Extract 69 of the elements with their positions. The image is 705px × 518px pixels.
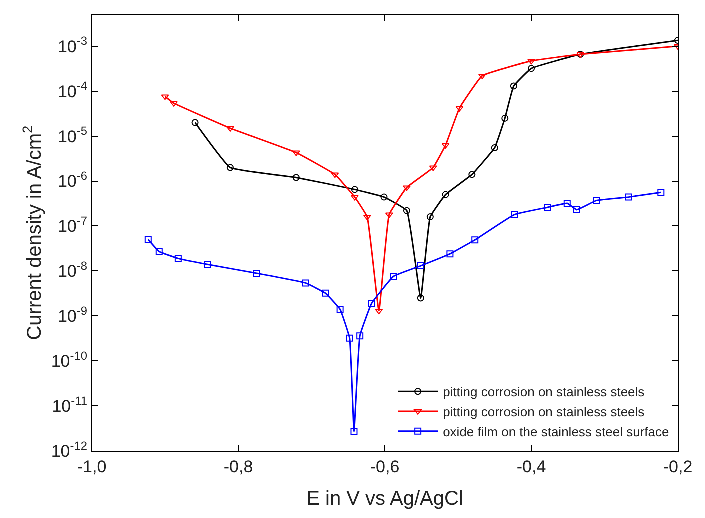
y-tick-label: 10$^{-11}$ [52, 394, 88, 416]
point [528, 59, 536, 65]
point [174, 255, 182, 262]
point [429, 166, 438, 172]
point [442, 191, 450, 198]
point [336, 306, 344, 314]
point [351, 195, 359, 201]
point [658, 189, 665, 196]
point [446, 250, 454, 258]
point [417, 294, 424, 302]
point [491, 144, 498, 152]
point [368, 300, 376, 308]
point [593, 197, 600, 204]
point [511, 211, 518, 218]
y-tick-label: 10$^{-9}$ [58, 304, 88, 326]
point [426, 214, 434, 221]
point [144, 236, 152, 244]
point [204, 261, 212, 268]
point [385, 212, 394, 218]
point [403, 186, 411, 192]
point [417, 262, 424, 270]
y-tick-label: 10$^{-8}$ [58, 259, 88, 282]
point [331, 172, 340, 178]
y-tick-label: 10$^{-6}$ [58, 169, 88, 192]
x-tick-label: -0,6 [370, 458, 400, 477]
point [510, 82, 518, 90]
y-tick-label: 10$^{-5}$ [58, 124, 88, 146]
point [156, 248, 163, 256]
x-axis-title: E in V vs Ag/AgCl [306, 488, 464, 510]
point [226, 164, 234, 172]
point [350, 428, 358, 436]
y-tick-label: 10$^{-4}$ [58, 79, 88, 102]
point [564, 200, 571, 208]
point [192, 119, 199, 126]
point [375, 309, 384, 315]
x-tick-label: -0,2 [663, 458, 693, 477]
legend-label: oxide film on the stainless steel surface [443, 424, 670, 440]
y-tick-label: 10$^{-7}$ [58, 214, 88, 236]
point [442, 143, 450, 149]
y-tick-label: 10$^{-3}$ [58, 34, 88, 56]
point [380, 194, 388, 201]
legend-label: pitting corrosion on stainless steels [443, 404, 646, 420]
point [478, 74, 486, 80]
point [170, 101, 178, 107]
point [292, 150, 300, 156]
point [502, 114, 509, 122]
point [456, 106, 464, 112]
point [302, 280, 310, 287]
point [544, 204, 552, 212]
y-tick-label: 10$^{-10}$ [51, 348, 88, 372]
point [528, 65, 535, 72]
point [468, 171, 476, 178]
point [292, 174, 300, 182]
point [351, 186, 358, 194]
point [573, 206, 580, 214]
point [363, 215, 372, 221]
legend-label: pitting corrosion on stainless steels [443, 384, 646, 400]
point [625, 194, 632, 201]
x-tick-label: -0,4 [516, 458, 546, 477]
x-tick-label: -0,8 [224, 458, 254, 477]
point [390, 273, 398, 280]
point [161, 94, 170, 100]
point [346, 334, 354, 342]
point [253, 270, 260, 277]
point [226, 126, 234, 132]
point [472, 236, 479, 244]
point [356, 332, 364, 340]
point [322, 290, 330, 297]
point [403, 207, 410, 214]
